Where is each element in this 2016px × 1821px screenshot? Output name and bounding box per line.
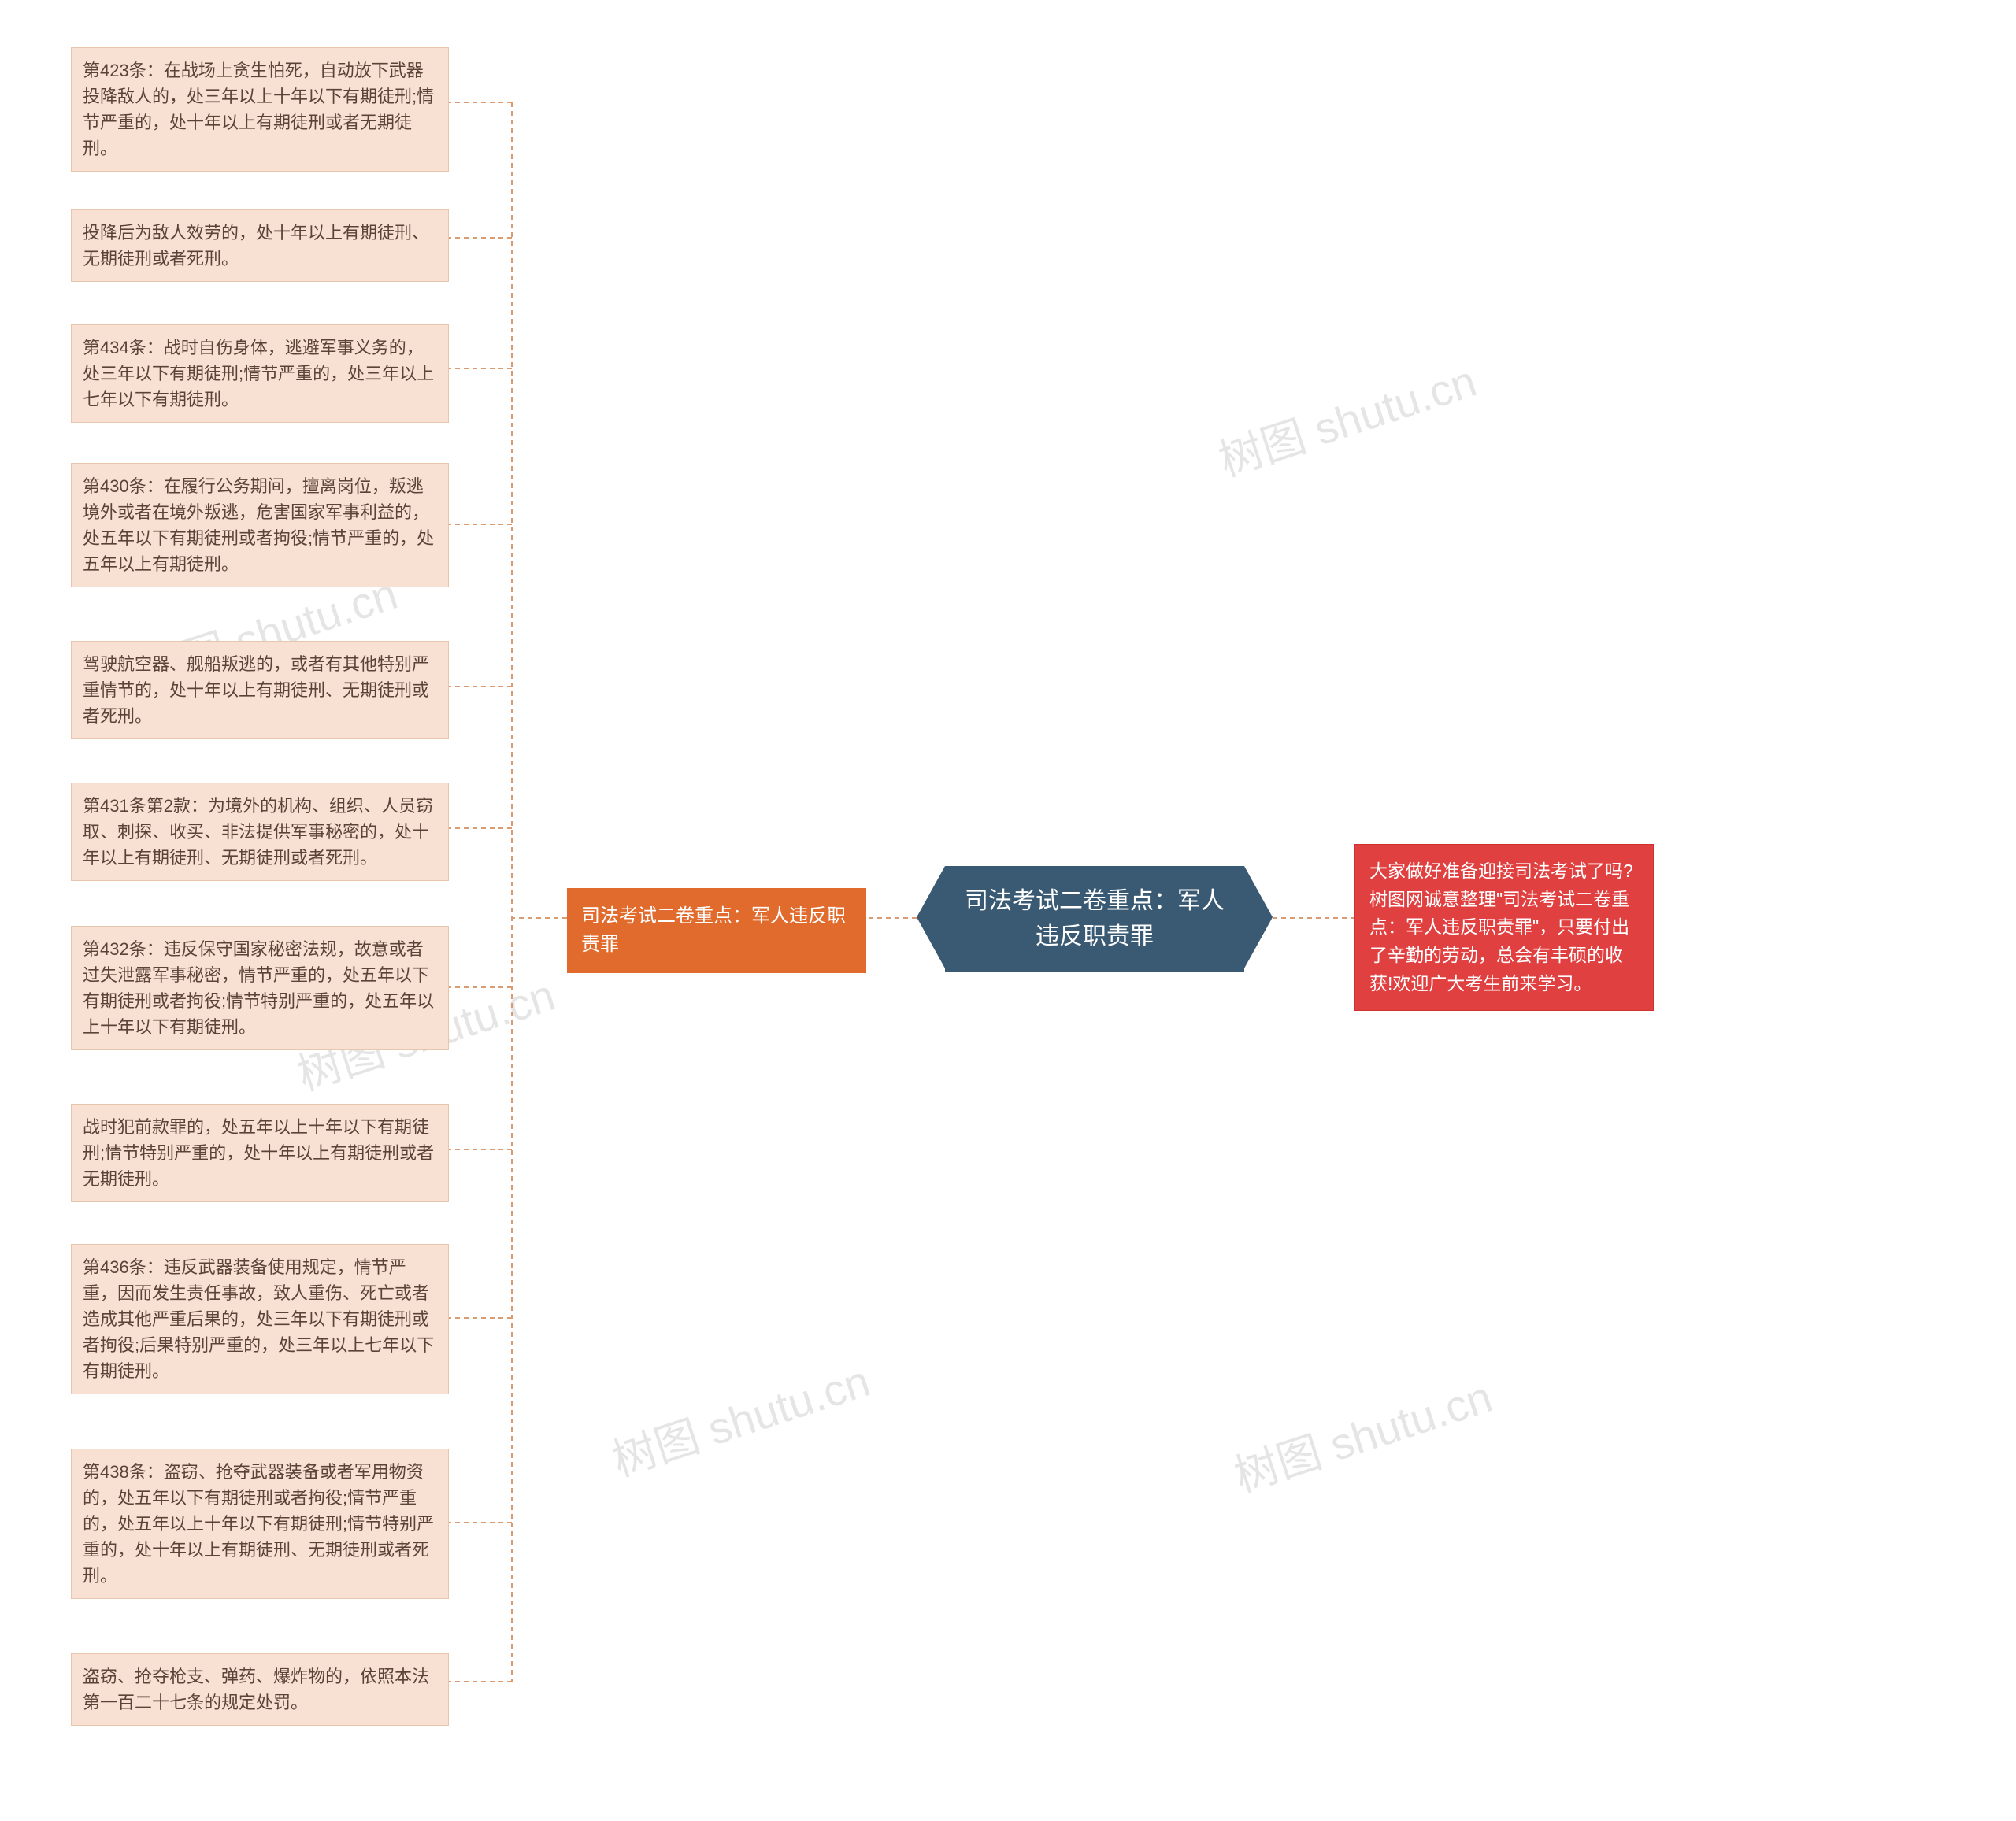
leaf-text: 投降后为敌人效劳的，处十年以上有期徒刑、无期徒刑或者死刑。	[83, 223, 429, 268]
central-topic[interactable]: 司法考试二卷重点：军人违反职责罪	[945, 866, 1244, 972]
leaf-node[interactable]: 第432条：违反保守国家秘密法规，故意或者过失泄露军事秘密，情节严重的，处五年以…	[71, 926, 449, 1050]
leaf-text: 第434条：战时自伤身体，逃避军事义务的，处三年以下有期徒刑;情节严重的，处三年…	[83, 338, 434, 409]
summary-node[interactable]: 大家做好准备迎接司法考试了吗?树图网诚意整理"司法考试二卷重点：军人违反职责罪"…	[1354, 844, 1654, 1011]
leaf-node[interactable]: 战时犯前款罪的，处五年以上十年以下有期徒刑;情节特别严重的，处十年以上有期徒刑或…	[71, 1104, 449, 1202]
summary-text: 大家做好准备迎接司法考试了吗?树图网诚意整理"司法考试二卷重点：军人违反职责罪"…	[1369, 861, 1633, 994]
leaf-node[interactable]: 第423条：在战场上贪生怕死，自动放下武器投降敌人的，处三年以上十年以下有期徒刑…	[71, 47, 449, 172]
leaf-node[interactable]: 第431条第2款：为境外的机构、组织、人员窃取、刺探、收买、非法提供军事秘密的，…	[71, 783, 449, 881]
leaf-text: 战时犯前款罪的，处五年以上十年以下有期徒刑;情节特别严重的，处十年以上有期徒刑或…	[83, 1117, 434, 1189]
left-branch-text: 司法考试二卷重点：军人违反职责罪	[581, 905, 846, 955]
leaf-text: 第423条：在战场上贪生怕死，自动放下武器投降敌人的，处三年以上十年以下有期徒刑…	[83, 61, 434, 158]
leaf-node[interactable]: 第438条：盗窃、抢夺武器装备或者军用物资的，处五年以下有期徒刑或者拘役;情节严…	[71, 1449, 449, 1599]
watermark: 树图 shutu.cn	[1210, 346, 1484, 490]
watermark: 树图 shutu.cn	[1225, 1362, 1499, 1505]
leaf-node[interactable]: 投降后为敌人效劳的，处十年以上有期徒刑、无期徒刑或者死刑。	[71, 209, 449, 282]
leaf-node[interactable]: 第434条：战时自伤身体，逃避军事义务的，处三年以下有期徒刑;情节严重的，处三年…	[71, 324, 449, 423]
central-topic-text: 司法考试二卷重点：军人违反职责罪	[965, 888, 1225, 949]
leaf-node[interactable]: 第436条：违反武器装备使用规定，情节严重，因而发生责任事故，致人重伤、死亡或者…	[71, 1244, 449, 1394]
leaf-text: 第432条：违反保守国家秘密法规，故意或者过失泄露军事秘密，情节严重的，处五年以…	[83, 939, 434, 1037]
leaf-node[interactable]: 第430条：在履行公务期间，擅离岗位，叛逃境外或者在境外叛逃，危害国家军事利益的…	[71, 463, 449, 587]
leaf-node[interactable]: 盗窃、抢夺枪支、弹药、爆炸物的，依照本法第一百二十七条的规定处罚。	[71, 1653, 449, 1726]
leaf-text: 第430条：在履行公务期间，擅离岗位，叛逃境外或者在境外叛逃，危害国家军事利益的…	[83, 476, 434, 574]
leaf-text: 第438条：盗窃、抢夺武器装备或者军用物资的，处五年以下有期徒刑或者拘役;情节严…	[83, 1462, 434, 1586]
leaf-text: 第436条：违反武器装备使用规定，情节严重，因而发生责任事故，致人重伤、死亡或者…	[83, 1257, 434, 1381]
leaf-text: 驾驶航空器、舰船叛逃的，或者有其他特别严重情节的，处十年以上有期徒刑、无期徒刑或…	[83, 654, 429, 726]
left-branch[interactable]: 司法考试二卷重点：军人违反职责罪	[567, 888, 866, 973]
leaf-text: 盗窃、抢夺枪支、弹药、爆炸物的，依照本法第一百二十七条的规定处罚。	[83, 1667, 429, 1712]
leaf-node[interactable]: 驾驶航空器、舰船叛逃的，或者有其他特别严重情节的，处十年以上有期徒刑、无期徒刑或…	[71, 641, 449, 739]
watermark: 树图 shutu.cn	[603, 1346, 877, 1490]
leaf-text: 第431条第2款：为境外的机构、组织、人员窃取、刺探、收买、非法提供军事秘密的，…	[83, 796, 433, 868]
